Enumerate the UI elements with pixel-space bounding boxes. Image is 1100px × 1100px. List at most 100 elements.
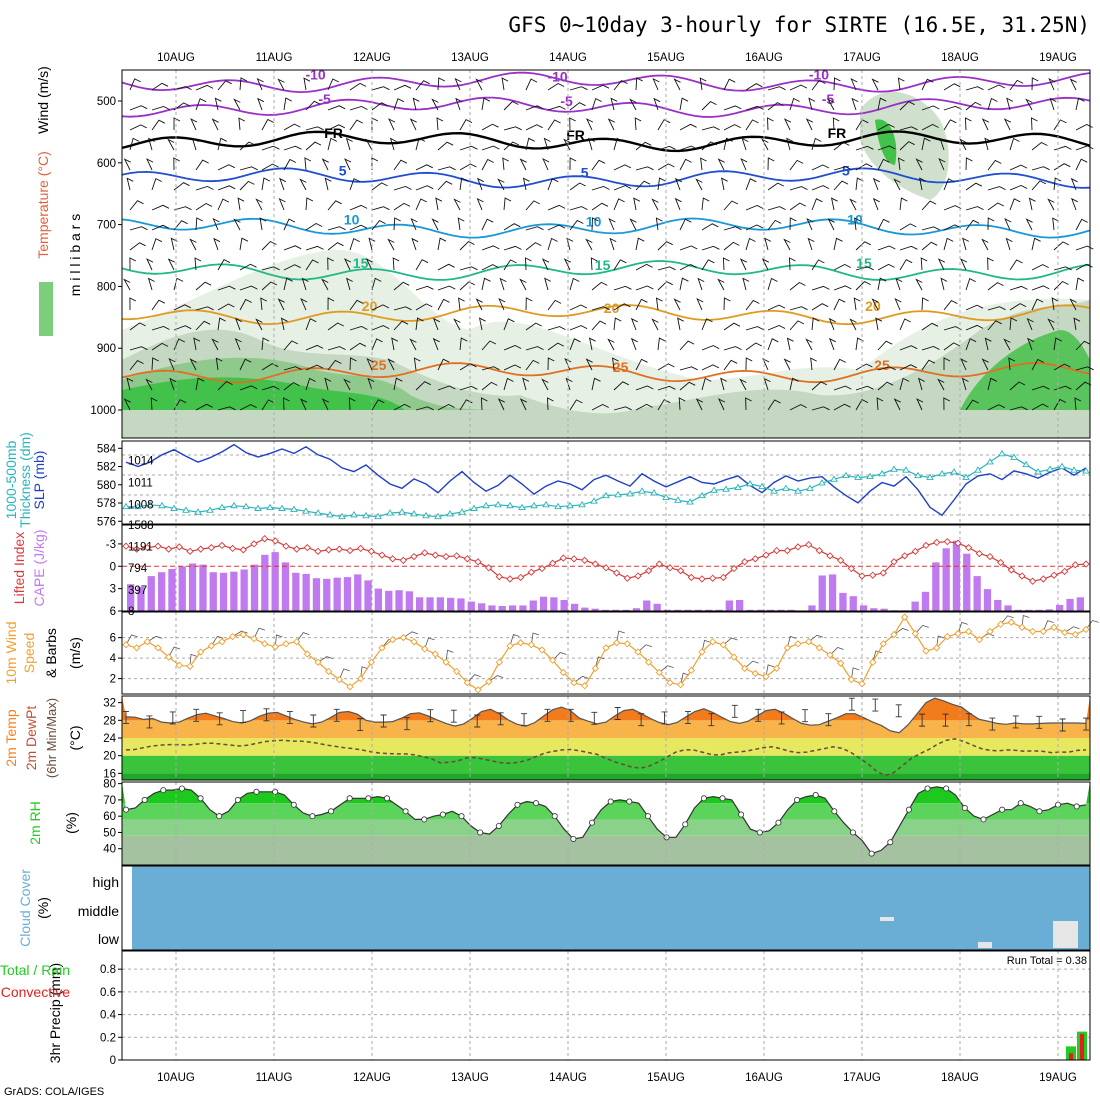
thickness-point [614, 490, 622, 498]
ylabel-temp-units: (°C) [67, 725, 83, 750]
wind-barb [984, 337, 992, 351]
cape-bar [870, 608, 878, 611]
wind-barb [195, 320, 211, 331]
wind-barb [657, 337, 666, 351]
li-point [741, 558, 749, 566]
wind-barb [745, 224, 764, 231]
wind-barb [239, 404, 257, 411]
temp-minmax-bar [216, 712, 223, 726]
wind-barb [214, 97, 222, 111]
wind-speed-point [954, 629, 962, 638]
wind-barb [877, 381, 894, 391]
wind-barb [519, 278, 527, 291]
rh-point [533, 800, 540, 807]
wind-barb [541, 258, 550, 271]
wind-barb [569, 338, 581, 351]
thickness-point [362, 511, 370, 519]
thickness-point [986, 458, 994, 465]
wind-barb [1028, 197, 1036, 211]
rh-point [887, 839, 894, 846]
cloud-patch [978, 942, 992, 948]
wind-speed-point [655, 668, 663, 677]
wind-barb [431, 98, 439, 111]
wind-speed-point [485, 678, 493, 686]
thickness-point [806, 484, 814, 491]
wind-barb [476, 197, 484, 211]
wind-barb [921, 137, 931, 151]
wind-barb [1052, 217, 1059, 231]
wind-barb [189, 238, 197, 251]
rh-point [924, 785, 931, 792]
cape-bar [756, 609, 764, 611]
cape-bar [963, 553, 971, 611]
cape-bar [777, 609, 785, 611]
wind-barb [943, 237, 954, 251]
wind-barb [283, 97, 293, 111]
wind10m-barb [765, 664, 775, 677]
wind-speed-point [538, 646, 546, 654]
wind-barb [547, 357, 555, 371]
cape-bar [498, 606, 506, 611]
date-label-bottom: 14AUG [549, 1072, 587, 1084]
wind-barb [569, 399, 583, 411]
wind-barb [987, 186, 1006, 191]
wind-barb [876, 397, 884, 411]
li-point [335, 545, 343, 553]
wind-barb [877, 97, 887, 111]
li-tick: 0 [110, 561, 116, 573]
wind-barb [501, 77, 509, 91]
wind-barb [569, 219, 584, 231]
thickness-point [182, 506, 190, 513]
cloud-fill [132, 866, 1090, 950]
ylabel-minmax: (6hr Min/Max) [44, 698, 59, 778]
wind-speed-point [207, 642, 215, 650]
wind-barb [987, 202, 1005, 211]
cape-bar [271, 552, 279, 611]
wind-barb [742, 277, 750, 291]
li-point [1061, 567, 1069, 576]
wind-barb [1075, 245, 1094, 251]
wind-barb [723, 359, 738, 371]
wind-barb [722, 257, 730, 271]
cape-bar [240, 569, 248, 611]
li-point [133, 545, 141, 553]
thickness-point [302, 507, 310, 514]
wind-barb [855, 163, 873, 171]
thickness-point [746, 479, 754, 487]
wind-barb [173, 220, 188, 231]
thickness-point [950, 468, 958, 475]
wind-barb [1073, 317, 1081, 331]
wind-barb [789, 97, 800, 111]
wind-barb [1051, 297, 1059, 311]
thickness-point [998, 449, 1006, 457]
wind-barb [833, 358, 846, 371]
li-point [367, 547, 375, 556]
wind-barb [321, 398, 330, 411]
li-point [847, 564, 855, 573]
li-point [218, 541, 226, 550]
cape-bar [643, 600, 651, 611]
cape-bar [560, 600, 568, 611]
li-point [506, 575, 514, 583]
cape-bar [178, 566, 186, 611]
wind-barb [525, 137, 535, 151]
wind-barb [855, 241, 872, 251]
rh-tick: 70 [103, 795, 116, 807]
isotherm-label: 25 [613, 359, 629, 375]
li-point [197, 545, 205, 553]
thickness-point [494, 500, 502, 508]
wind-barb [409, 118, 417, 131]
wind-barb [959, 138, 967, 151]
cape-tick: 1191 [128, 542, 153, 554]
wind-barb [195, 281, 212, 291]
wind-barb [503, 141, 520, 151]
wind-barb [459, 281, 476, 291]
wind-barb [651, 198, 659, 211]
wind-barb [146, 158, 154, 171]
wind10m-barb [850, 667, 860, 680]
wind-barb [368, 237, 376, 251]
wind10m-barb [1064, 626, 1080, 633]
wind-barb [195, 186, 214, 191]
wind10m-barb [445, 649, 454, 663]
wind-speed-point [421, 645, 429, 653]
